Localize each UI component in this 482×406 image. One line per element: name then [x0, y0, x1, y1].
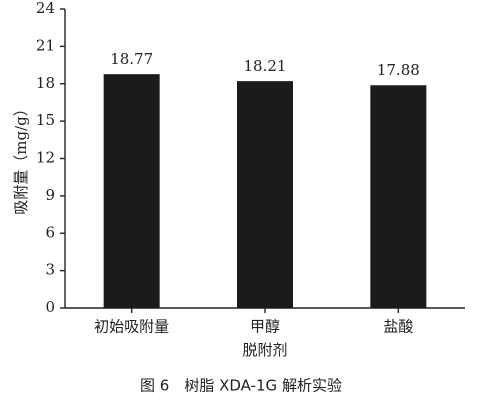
y-tick-label: 15	[36, 111, 55, 129]
x-tick-label: 初始吸附量	[94, 318, 169, 336]
y-tick-label: 21	[36, 36, 55, 54]
y-tick-label: 18	[36, 74, 55, 92]
value-label: 17.88	[377, 61, 420, 79]
bar	[370, 85, 427, 309]
y-tick-label: 9	[45, 186, 55, 204]
bar	[103, 74, 160, 309]
y-tick-label: 12	[36, 149, 55, 167]
y-tick-label: 0	[45, 298, 55, 316]
caption: 图 6 树脂 XDA-1G 解析实验	[140, 377, 342, 395]
y-axis-label: 吸附量（mg/g）	[12, 101, 30, 214]
value-label: 18.77	[110, 50, 153, 68]
y-tick-label: 3	[45, 261, 55, 279]
bar	[237, 81, 293, 308]
y-tick-label: 6	[45, 223, 55, 241]
x-axis-label: 脱附剂	[242, 341, 287, 359]
y-tick-label: 24	[36, 0, 55, 17]
x-tick-label: 甲醇	[250, 318, 280, 336]
x-tick-label: 盐酸	[383, 318, 413, 336]
value-label: 18.21	[244, 57, 287, 75]
